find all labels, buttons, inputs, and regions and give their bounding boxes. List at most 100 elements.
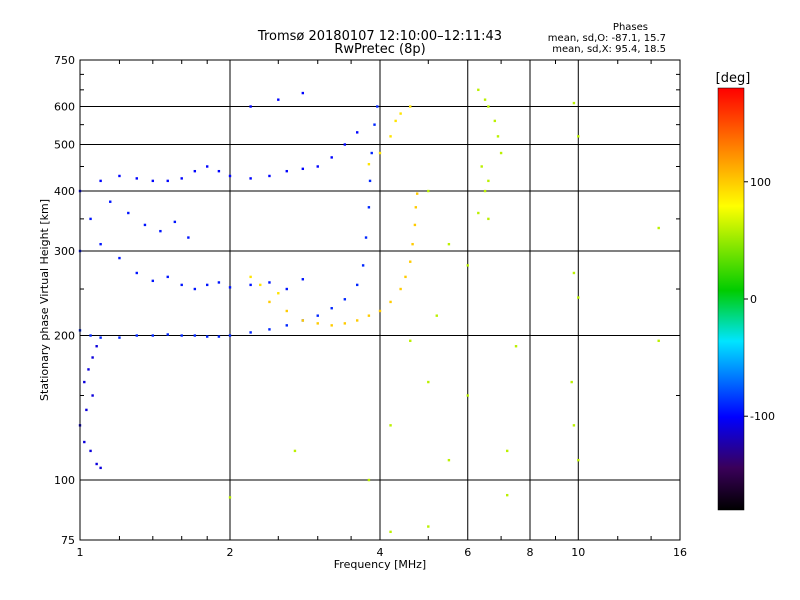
data-point bbox=[477, 211, 480, 215]
colorbar-tick-label: -100 bbox=[750, 410, 775, 423]
data-point bbox=[496, 135, 500, 138]
data-point bbox=[249, 283, 252, 287]
data-point bbox=[228, 496, 232, 499]
stats-o-mode: mean, sd,O: -87.1, 15.7 bbox=[547, 33, 666, 44]
data-point bbox=[657, 226, 660, 230]
plot-frame bbox=[79, 59, 681, 541]
data-point bbox=[95, 345, 98, 348]
data-point bbox=[505, 493, 509, 497]
data-point bbox=[394, 119, 397, 123]
data-point bbox=[514, 345, 518, 348]
data-point bbox=[389, 300, 392, 304]
data-point bbox=[173, 220, 177, 224]
x-tick-label: 8 bbox=[527, 546, 534, 559]
data-point bbox=[370, 151, 373, 155]
colorbar-ticks: 100 0 -100 bbox=[744, 176, 775, 423]
data-point bbox=[493, 119, 497, 123]
data-point bbox=[180, 334, 183, 337]
data-point bbox=[389, 135, 392, 138]
data-point bbox=[378, 151, 382, 155]
x-tick-label: 1 bbox=[77, 546, 84, 559]
data-point bbox=[487, 179, 490, 183]
data-point bbox=[316, 314, 319, 317]
data-point bbox=[151, 279, 155, 283]
x-tick-label: 6 bbox=[464, 546, 471, 559]
stats-x-mode: mean, sd,X: 95.4, 18.5 bbox=[552, 44, 666, 55]
data-point bbox=[91, 356, 94, 359]
data-point bbox=[316, 322, 319, 325]
data-point bbox=[378, 309, 382, 313]
data-point bbox=[399, 112, 402, 115]
data-point bbox=[367, 478, 371, 482]
data-point bbox=[367, 314, 371, 317]
data-point bbox=[277, 292, 280, 295]
data-point bbox=[83, 380, 86, 384]
data-point bbox=[151, 179, 155, 183]
data-point bbox=[389, 530, 392, 534]
data-point bbox=[487, 105, 490, 108]
data-point bbox=[466, 394, 469, 397]
stats-title: Phases bbox=[612, 22, 648, 33]
data-point bbox=[180, 177, 183, 180]
data-point bbox=[415, 192, 419, 195]
chart-title: Tromsø 20180107 12:10:00–12:11:43 bbox=[257, 29, 503, 44]
data-point bbox=[268, 174, 271, 178]
data-point bbox=[570, 380, 573, 384]
data-point bbox=[166, 179, 169, 183]
y-tick-label: 750 bbox=[54, 54, 75, 67]
data-point bbox=[389, 424, 392, 427]
data-point bbox=[187, 236, 190, 239]
data-point bbox=[409, 105, 412, 108]
x-axis-label: Frequency [MHz] bbox=[334, 558, 426, 571]
data-point bbox=[249, 275, 252, 279]
data-point bbox=[435, 314, 438, 317]
x-tick-label: 10 bbox=[571, 546, 585, 559]
data-point bbox=[301, 91, 305, 95]
data-point bbox=[83, 440, 86, 444]
data-point bbox=[316, 165, 319, 168]
data-point bbox=[127, 211, 130, 215]
chart-subtitle: RwPretec (8p) bbox=[334, 42, 426, 57]
data-point bbox=[91, 394, 94, 397]
data-point bbox=[343, 298, 347, 301]
data-point bbox=[330, 307, 333, 310]
colorbar-unit-label: [deg] bbox=[716, 71, 751, 86]
data-point bbox=[367, 162, 371, 166]
data-point bbox=[376, 105, 379, 108]
data-point bbox=[361, 264, 365, 267]
data-point bbox=[217, 281, 221, 284]
data-point bbox=[477, 88, 480, 92]
data-point bbox=[249, 105, 252, 108]
data-point bbox=[577, 296, 580, 299]
data-point bbox=[193, 334, 197, 337]
data-points bbox=[78, 88, 660, 534]
data-point bbox=[330, 324, 333, 327]
data-point bbox=[285, 287, 288, 291]
data-point bbox=[414, 206, 418, 209]
data-point bbox=[99, 466, 102, 470]
data-point bbox=[483, 189, 487, 193]
data-point bbox=[487, 217, 490, 221]
data-point bbox=[373, 123, 376, 126]
data-point bbox=[409, 339, 412, 343]
data-point bbox=[355, 319, 359, 322]
data-point bbox=[399, 287, 402, 291]
data-point bbox=[483, 98, 487, 101]
data-point bbox=[118, 174, 121, 178]
data-point bbox=[87, 368, 90, 371]
data-point bbox=[293, 449, 297, 453]
data-point bbox=[285, 169, 288, 173]
data-point bbox=[89, 217, 92, 221]
data-point bbox=[427, 380, 430, 384]
data-point bbox=[343, 143, 347, 146]
data-point bbox=[135, 271, 138, 275]
data-point bbox=[268, 281, 271, 284]
data-point bbox=[135, 177, 138, 180]
x-axis-ticks: 1 2 4 6 8 10 16 bbox=[77, 60, 687, 559]
y-tick-label: 600 bbox=[54, 101, 75, 114]
data-point bbox=[367, 206, 371, 209]
y-tick-label: 200 bbox=[54, 330, 75, 343]
x-tick-label: 2 bbox=[227, 546, 234, 559]
data-point bbox=[180, 283, 183, 287]
data-point bbox=[151, 334, 155, 337]
